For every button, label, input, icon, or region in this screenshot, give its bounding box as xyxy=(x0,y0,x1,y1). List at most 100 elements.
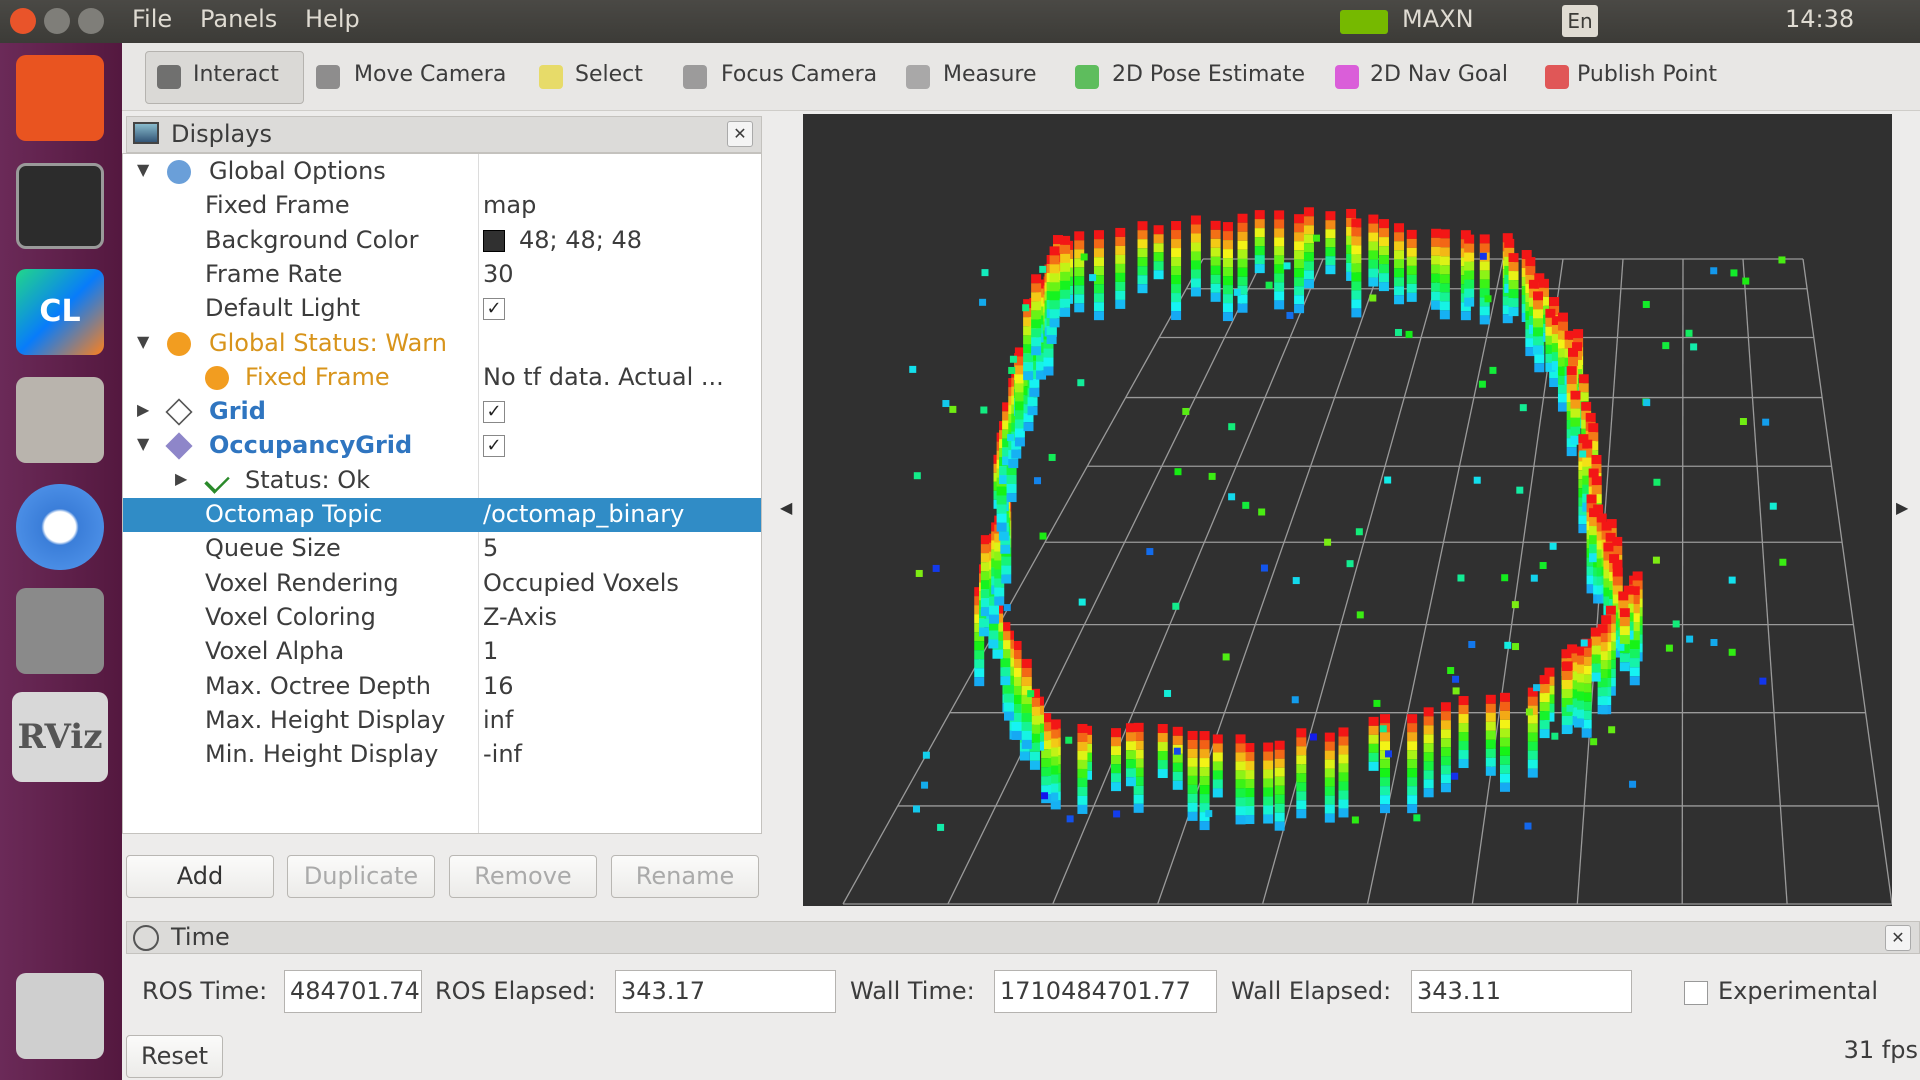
checkbox[interactable]: ✓ xyxy=(483,298,505,321)
property-name[interactable]: Status: Ok xyxy=(245,465,370,494)
close-window[interactable] xyxy=(10,8,36,34)
property-value[interactable]: 1 xyxy=(483,637,499,666)
property-name[interactable]: Fixed Frame xyxy=(245,362,390,391)
voxel xyxy=(1557,357,1568,367)
gear-icon xyxy=(167,160,191,184)
3d-view[interactable] xyxy=(803,114,1892,906)
clock[interactable]: 14:38 xyxy=(1785,5,1855,33)
property-name[interactable]: Voxel Alpha xyxy=(205,637,345,666)
voxel xyxy=(1000,649,1011,659)
terminal-icon[interactable] xyxy=(16,163,104,249)
checkbox[interactable]: ✓ xyxy=(483,401,505,424)
expander[interactable]: ▶ xyxy=(175,468,188,488)
dash-icon[interactable] xyxy=(16,55,104,141)
tool[interactable]: Interact xyxy=(193,62,279,87)
time-field[interactable]: 343.17 xyxy=(615,970,836,1013)
property-name[interactable]: Voxel Coloring xyxy=(205,602,376,631)
collapse-right[interactable]: ▶ xyxy=(1896,498,1909,517)
expander[interactable]: ▼ xyxy=(137,434,150,454)
property-name[interactable]: Global Status: Warn xyxy=(209,328,447,357)
close-panel[interactable]: ✕ xyxy=(727,121,753,147)
checkbox[interactable] xyxy=(1684,981,1708,1005)
property-name[interactable]: Voxel Rendering xyxy=(205,568,399,597)
property-name[interactable]: Global Options xyxy=(209,157,386,185)
property-value[interactable]: map xyxy=(483,191,537,220)
settings-icon[interactable] xyxy=(16,588,104,674)
voxel xyxy=(1173,747,1181,755)
voxel xyxy=(1023,422,1034,432)
property-name[interactable]: Max. Height Display xyxy=(205,705,446,734)
tool[interactable]: Select xyxy=(575,62,643,87)
keyboard-layout[interactable]: En xyxy=(1562,5,1598,37)
chromium-icon[interactable] xyxy=(16,484,104,570)
voxel xyxy=(1235,734,1246,744)
tool[interactable]: Move Camera xyxy=(354,62,507,87)
minimize-window[interactable] xyxy=(44,8,70,34)
voxel xyxy=(1612,621,1623,631)
menu[interactable]: Panels xyxy=(200,5,278,33)
property-value[interactable]: inf xyxy=(483,705,514,734)
property-value[interactable]: Z-Axis xyxy=(483,602,557,631)
property-name[interactable]: Frame Rate xyxy=(205,259,343,288)
voxel xyxy=(1049,318,1060,328)
tool[interactable]: Focus Camera xyxy=(721,62,878,87)
voxel xyxy=(1093,302,1104,312)
render-view[interactable] xyxy=(803,114,1892,906)
voxel xyxy=(1762,418,1770,426)
property-value[interactable]: /octomap_binary xyxy=(483,500,685,528)
time-field[interactable]: 484701.74 xyxy=(284,970,422,1013)
voxel xyxy=(1545,353,1556,363)
property-value[interactable]: 16 xyxy=(483,671,514,700)
property-value[interactable]: No tf data. Actual ... xyxy=(483,362,724,391)
property-value[interactable]: -inf xyxy=(483,740,522,769)
files-icon[interactable] xyxy=(16,377,104,463)
close-panel[interactable]: ✕ xyxy=(1885,925,1911,951)
voxel xyxy=(1346,262,1357,272)
property-name[interactable]: OccupancyGrid xyxy=(209,431,413,460)
maximize-window[interactable] xyxy=(78,8,104,34)
voxel xyxy=(1423,734,1434,744)
property-name[interactable]: Fixed Frame xyxy=(205,191,350,220)
menu[interactable]: File xyxy=(132,5,173,33)
voxel xyxy=(1582,475,1593,485)
expander[interactable]: ▼ xyxy=(137,160,150,179)
property-name[interactable]: Octomap Topic xyxy=(205,500,383,528)
expander[interactable]: ▼ xyxy=(137,331,150,351)
voxel xyxy=(1294,259,1305,269)
tool[interactable]: Publish Point xyxy=(1577,62,1718,87)
tool[interactable]: 2D Pose Estimate xyxy=(1112,62,1306,87)
voxel xyxy=(1590,672,1601,682)
voxel xyxy=(1504,247,1515,257)
button[interactable]: Add xyxy=(126,855,274,898)
tool[interactable]: 2D Nav Goal xyxy=(1370,62,1508,87)
property-name[interactable]: Max. Octree Depth xyxy=(205,671,431,700)
menu[interactable]: Help xyxy=(305,5,360,33)
clion-icon[interactable]: CL xyxy=(16,269,104,355)
power-mode[interactable]: MAXN xyxy=(1402,5,1474,33)
property-value[interactable]: Occupied Voxels xyxy=(483,568,679,597)
property-name[interactable]: Default Light xyxy=(205,294,361,323)
time-field[interactable]: 343.11 xyxy=(1411,970,1632,1013)
voxel xyxy=(1612,536,1623,546)
voxel xyxy=(1521,250,1532,260)
property-value[interactable]: 5 xyxy=(483,534,499,563)
voxel xyxy=(1545,362,1556,372)
checkbox-label[interactable]: Experimental xyxy=(1718,977,1879,1005)
time-field[interactable]: 1710484701.77 xyxy=(994,970,1217,1013)
rviz-icon[interactable]: RViz xyxy=(12,692,108,782)
expander[interactable]: ▶ xyxy=(137,400,150,420)
trash-icon[interactable] xyxy=(16,973,104,1059)
property-value[interactable]: 48; 48; 48 xyxy=(519,225,643,254)
button[interactable]: Reset xyxy=(126,1035,223,1078)
tool-icon xyxy=(539,65,563,89)
property-name[interactable]: Min. Height Display xyxy=(205,740,439,769)
property-value[interactable]: 30 xyxy=(483,259,514,288)
voxel xyxy=(1508,307,1519,317)
property-name[interactable]: Queue Size xyxy=(205,534,341,563)
checkbox[interactable]: ✓ xyxy=(483,435,505,458)
collapse-left[interactable]: ◀ xyxy=(780,498,793,517)
property-name[interactable]: Grid xyxy=(209,397,266,426)
tool[interactable]: Measure xyxy=(943,62,1037,87)
property-name[interactable]: Background Color xyxy=(205,225,419,254)
